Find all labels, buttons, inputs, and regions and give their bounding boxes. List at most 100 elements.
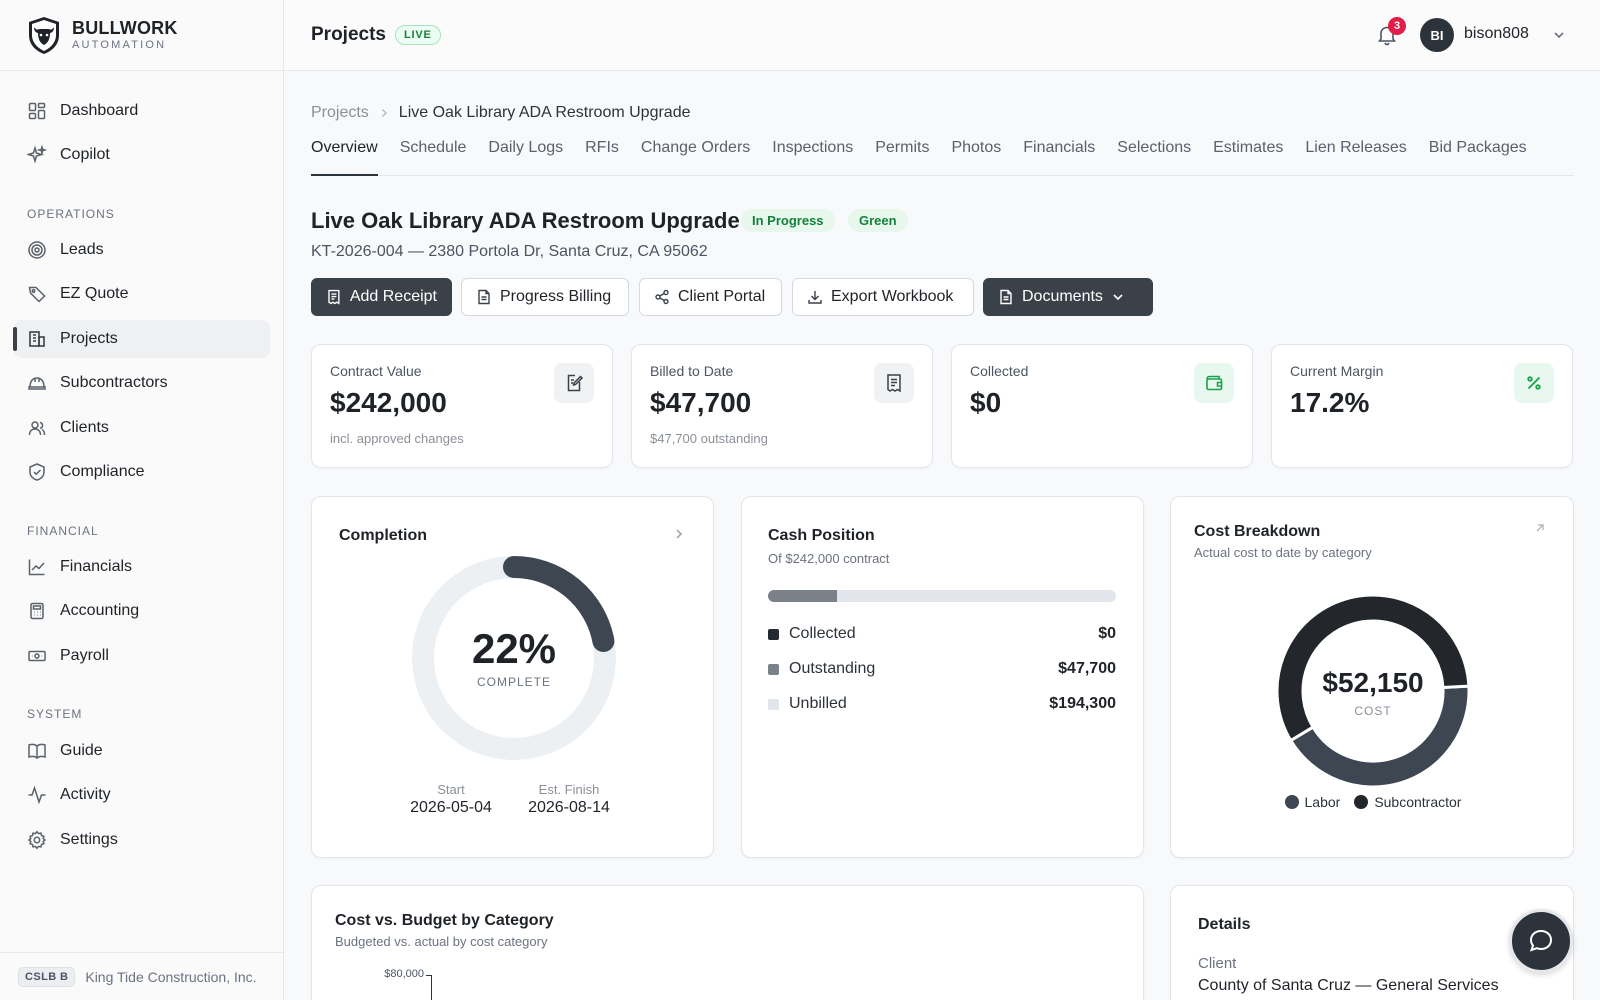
cost-vs-budget-panel: Cost vs. Budget by Category Budgeted vs.… [311, 885, 1144, 1000]
documents-label: Documents [1022, 288, 1103, 305]
tab-financials[interactable]: Financials [1023, 139, 1096, 156]
sparkle-icon [26, 144, 48, 166]
sidebar-item-settings[interactable]: Settings [14, 821, 270, 859]
donut-slice-subcontractor[interactable] [1275, 593, 1471, 743]
sidebar-item-label: Projects [60, 330, 118, 347]
brand-subtitle: AUTOMATION [72, 39, 167, 51]
project-subtitle: KT-2026-004 — 2380 Portola Dr, Santa Cru… [311, 243, 708, 260]
tab-permits[interactable]: Permits [875, 139, 930, 156]
sidebar-item-financials[interactable]: Financials [14, 548, 270, 586]
documents-dropdown-button[interactable]: Documents [983, 278, 1153, 316]
tab-photos[interactable]: Photos [951, 139, 1002, 156]
breadcrumb: Projects Live Oak Library ADA Restroom U… [311, 104, 690, 122]
tab-inspections[interactable]: Inspections [772, 139, 854, 156]
sidebar-item-ez-quote[interactable]: EZ Quote [14, 275, 270, 313]
donut-slice-labor[interactable] [1288, 684, 1471, 789]
sidebar-item-label: Leads [60, 241, 104, 258]
client-label: Client [1198, 955, 1237, 972]
client-portal-label: Client Portal [678, 288, 766, 305]
tab-rfis[interactable]: RFIs [585, 139, 619, 156]
tab-selections[interactable]: Selections [1117, 139, 1192, 156]
expand-icon[interactable] [1533, 521, 1547, 535]
tab-overview[interactable]: Overview [311, 139, 378, 176]
sidebar-item-activity[interactable]: Activity [14, 776, 270, 814]
y-axis [431, 975, 432, 1000]
sidebar-item-label: Copilot [60, 146, 110, 163]
panel-subtitle: Of $242,000 contract [768, 551, 890, 566]
sidebar-item-subcontractors[interactable]: Subcontractors [14, 364, 270, 402]
legend-swatch [768, 698, 779, 710]
panel-title: Cost vs. Budget by Category [335, 912, 554, 929]
brand-name: BULLWORK [72, 18, 178, 38]
username[interactable]: bison808 [1464, 25, 1529, 42]
sidebar-item-label: Financials [60, 558, 133, 575]
sidebar-item-compliance[interactable]: Compliance [14, 453, 270, 491]
stat-card-contract-value: Contract Value $242,000 incl. approved c… [311, 344, 613, 468]
donut-legend: Labor Subcontractor [1171, 794, 1575, 810]
hardhat-icon [26, 372, 48, 394]
legend-swatch [768, 663, 779, 675]
project-tabs: Overview Schedule Daily Logs RFIs Change… [311, 139, 1574, 176]
client-value: County of Santa Cruz — General Services [1198, 977, 1499, 994]
stat-label: Billed to Date [650, 363, 734, 379]
stat-note: incl. approved changes [330, 431, 464, 446]
sidebar-item-guide[interactable]: Guide [14, 732, 270, 770]
legend-label-subcontractor: Subcontractor [1374, 794, 1462, 810]
sidebar-item-payroll[interactable]: Payroll [14, 637, 270, 675]
cash-row-label: Outstanding [789, 660, 876, 677]
export-workbook-button[interactable]: Export Workbook [792, 278, 974, 316]
breadcrumb-root[interactable]: Projects [311, 104, 369, 121]
stat-card-current-margin: Current Margin 17.2% [1271, 344, 1573, 468]
cash-row-amount: $0 [1098, 625, 1116, 642]
tab-schedule[interactable]: Schedule [399, 139, 467, 156]
sidebar-item-dashboard[interactable]: Dashboard [14, 92, 270, 130]
client-portal-button[interactable]: Client Portal [639, 278, 782, 316]
tab-estimates[interactable]: Estimates [1213, 139, 1284, 156]
receipt-icon [328, 289, 340, 305]
sidebar-item-projects[interactable]: Projects [13, 320, 270, 358]
start-label: Start [437, 782, 465, 797]
share-icon [655, 289, 669, 305]
receipt-icon [874, 363, 914, 403]
sidebar-item-accounting[interactable]: Accounting [14, 592, 270, 630]
page-title: Projects [311, 24, 386, 45]
cash-row-outstanding: Outstanding $47,700 [768, 658, 1116, 680]
tab-lien-releases[interactable]: Lien Releases [1305, 139, 1407, 156]
download-icon [808, 291, 822, 304]
panel-subtitle: Actual cost to date by category [1194, 545, 1372, 560]
progress-billing-label: Progress Billing [500, 288, 612, 305]
gear-icon [26, 829, 48, 851]
chevron-right-icon[interactable] [672, 527, 686, 541]
sidebar-item-copilot[interactable]: Copilot [14, 136, 270, 174]
sidebar-item-leads[interactable]: Leads [14, 231, 270, 269]
project-title: Live Oak Library ADA Restroom Upgrade [311, 208, 740, 233]
cash-row-amount: $47,700 [1058, 660, 1116, 677]
cash-row-label: Collected [789, 625, 856, 642]
finish-label: Est. Finish [538, 782, 600, 797]
sidebar-item-clients[interactable]: Clients [14, 409, 270, 447]
stat-value: $242,000 [330, 387, 447, 418]
chevron-down-icon[interactable] [1552, 28, 1566, 42]
tab-daily-logs[interactable]: Daily Logs [488, 139, 564, 156]
percent-icon [1514, 363, 1554, 403]
donut-caption: COST [1354, 704, 1392, 718]
avatar[interactable]: BI [1420, 18, 1454, 52]
nav-section-system: SYSTEM [27, 707, 83, 721]
sidebar-item-label: EZ Quote [60, 285, 129, 302]
panel-title: Cost Breakdown [1194, 523, 1321, 540]
license-badge: CSLB B [18, 966, 76, 987]
cash-position-bar [768, 590, 1116, 602]
banknote-icon [26, 645, 48, 667]
tag-icon [26, 283, 48, 305]
panel-subtitle: Budgeted vs. actual by cost category [335, 934, 548, 949]
progress-billing-button[interactable]: Progress Billing [461, 278, 629, 316]
chat-button[interactable] [1509, 909, 1573, 973]
cash-position-panel: Cash Position Of $242,000 contract Colle… [741, 496, 1144, 858]
cash-row-collected: Collected $0 [768, 623, 1116, 645]
tab-bid-packages[interactable]: Bid Packages [1428, 139, 1527, 156]
tab-change-orders[interactable]: Change Orders [640, 139, 751, 156]
add-receipt-button[interactable]: Add Receipt [311, 278, 452, 316]
topbar: Projects LIVE 3 BI bison808 [284, 0, 1600, 71]
stat-note: $47,700 outstanding [650, 431, 768, 446]
brand[interactable]: BULLWORK AUTOMATION [0, 0, 283, 71]
